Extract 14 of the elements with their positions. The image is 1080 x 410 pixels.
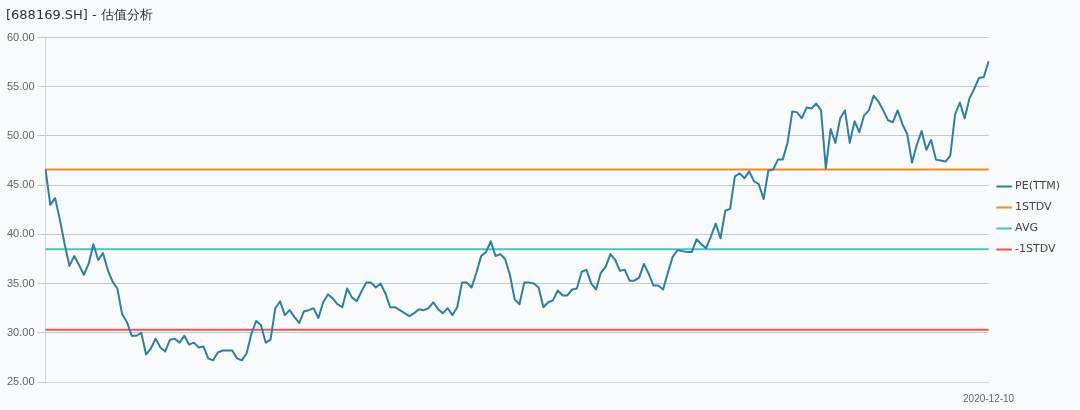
legend-label: 1STDV [1015, 200, 1053, 214]
y-tick-label: 50.00 [7, 129, 35, 142]
legend-label: AVG [1015, 221, 1038, 235]
chart-title: [688169.SH] - 估值分析 [6, 6, 153, 24]
y-tick-label: 55.00 [7, 79, 35, 92]
y-tick-label: 35.00 [7, 276, 35, 289]
legend-label: PE(TTM) [1015, 179, 1060, 193]
legend-label: -1STDV [1015, 242, 1057, 256]
y-tick-label: 40.00 [7, 227, 35, 240]
y-tick-label: 25.00 [7, 375, 35, 388]
y-tick-label: 45.00 [7, 178, 35, 191]
y-tick-label: 60.00 [7, 30, 35, 43]
x-tick-label: 2020-12-10 [963, 392, 1015, 404]
y-tick-label: 30.00 [7, 325, 35, 338]
